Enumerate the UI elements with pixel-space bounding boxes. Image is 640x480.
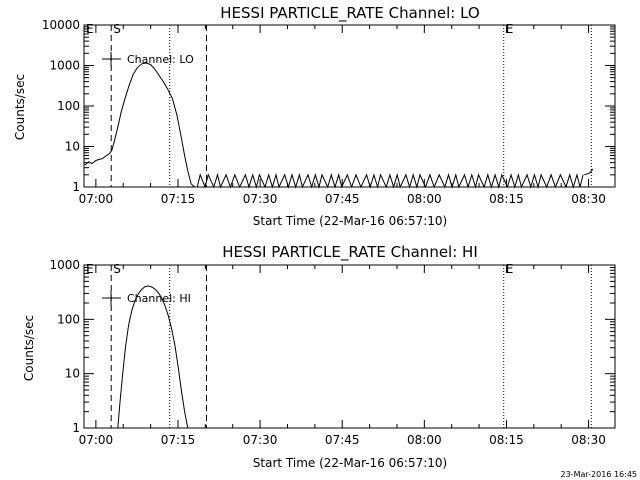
corner-mark: E xyxy=(86,262,94,276)
panel-title: HESSI PARTICLE_RATE Channel: LO xyxy=(220,4,479,23)
x-tick-label: 07:15 xyxy=(161,433,196,447)
legend-label: Channel: LO xyxy=(127,53,194,66)
y-axis-label: Counts/sec xyxy=(13,74,27,140)
x-axis-label: Start Time (22-Mar-16 06:57:10) xyxy=(253,456,447,470)
x-tick-label: 08:00 xyxy=(407,192,442,206)
y-tick-label: 100 xyxy=(57,99,80,113)
footer-timestamp: 23-Mar-2016 16:45 xyxy=(561,470,638,479)
x-tick-label: 07:30 xyxy=(243,192,278,206)
marker-label: S xyxy=(113,22,121,36)
y-tick-label: 1 xyxy=(72,180,80,194)
marker-label: E xyxy=(506,262,514,276)
x-tick-label: 07:00 xyxy=(79,192,114,206)
marker-label: E xyxy=(506,22,514,36)
panel-lo-channel: HESSI PARTICLE_RATE Channel: LO Start Ti… xyxy=(13,4,616,228)
panel-hi-channel: HESSI PARTICLE_RATE Channel: HI Start Ti… xyxy=(22,243,616,470)
marker-label: S xyxy=(113,262,121,276)
x-tick-label: 07:45 xyxy=(325,192,360,206)
x-tick-label: 07:45 xyxy=(325,433,360,447)
y-tick-label: 10 xyxy=(65,367,80,381)
x-tick-label: 07:15 xyxy=(161,192,196,206)
y-tick-label: 10000 xyxy=(42,18,80,32)
legend-label: Channel: HI xyxy=(127,292,191,305)
x-axis-label: Start Time (22-Mar-16 06:57:10) xyxy=(253,214,447,228)
plot-frame xyxy=(83,24,616,188)
y-axis-label: Counts/sec xyxy=(22,315,36,381)
corner-mark: E xyxy=(86,22,94,36)
series-line xyxy=(117,285,189,429)
series-tail xyxy=(584,168,594,176)
x-tick-label: 08:00 xyxy=(407,433,442,447)
panel-title: HESSI PARTICLE_RATE Channel: HI xyxy=(222,243,478,262)
x-tick-label: 07:00 xyxy=(79,433,114,447)
y-tick-label: 1 xyxy=(72,421,80,435)
y-tick-label: 10 xyxy=(65,140,80,154)
x-tick-label: 08:30 xyxy=(571,433,606,447)
plot-frame xyxy=(83,264,616,429)
x-tick-label: 08:30 xyxy=(571,192,606,206)
series-line xyxy=(84,62,195,188)
series-baseline-noise xyxy=(196,172,584,189)
y-tick-label: 1000 xyxy=(49,258,80,272)
x-tick-label: 08:15 xyxy=(489,433,524,447)
y-tick-label: 100 xyxy=(57,312,80,326)
y-tick-label: 1000 xyxy=(49,59,80,73)
x-tick-label: 08:15 xyxy=(489,192,524,206)
x-tick-label: 07:30 xyxy=(243,433,278,447)
